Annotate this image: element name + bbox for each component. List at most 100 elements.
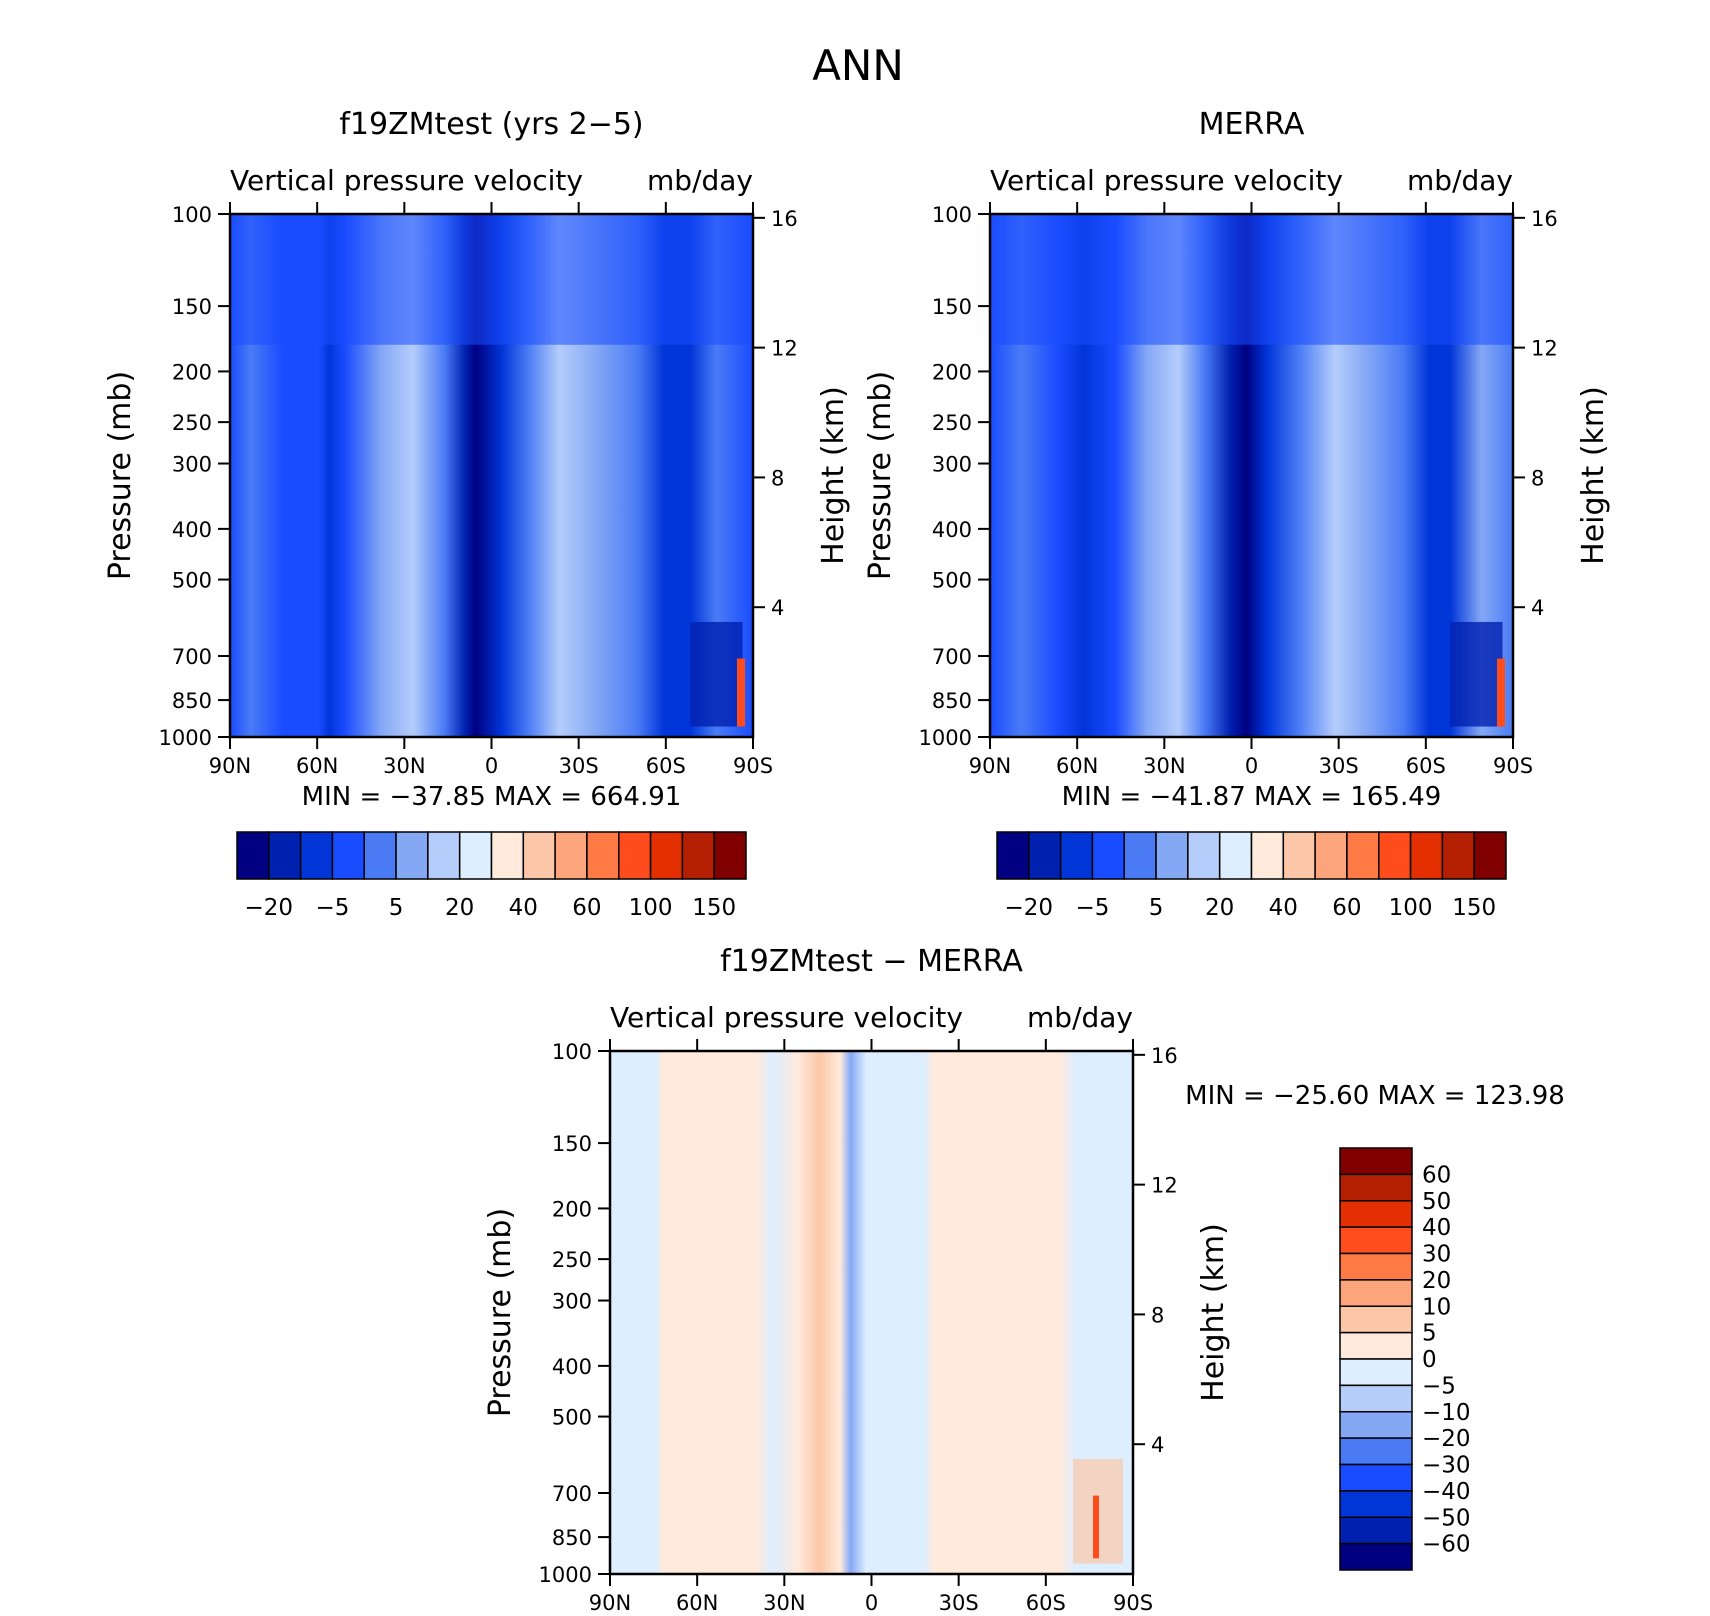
y-right-tick-label: 16 [771,207,798,231]
colorbar-label: −10 [1422,1400,1471,1426]
x-tick-label: 60S [1406,754,1446,778]
x-tick-label: 60S [1026,1591,1066,1615]
colorbar-label: 40 [509,895,538,921]
y-right-tick-label: 12 [1531,337,1558,361]
panel-title: f19ZMtest (yrs 2−5) [339,107,643,142]
colorbar-swatch [395,831,429,880]
panel-model: f19ZMtest (yrs 2−5) Vertical pressure vel… [103,107,851,921]
colorbar-swatch [1339,1279,1413,1307]
y-right-tick-label: 12 [771,337,798,361]
colorbar-label: 60 [1422,1162,1451,1188]
y-right-tick-label: 4 [1531,596,1544,620]
colorbar-label: −40 [1422,1479,1471,1505]
y-right-axis-label: Height (km) [816,386,851,565]
colorbar-swatch [618,831,652,880]
colorbar-swatch [1155,831,1189,880]
colorbar-label: −5 [1075,895,1109,921]
colorbar-swatch [1339,1252,1413,1281]
colorbar-swatch [490,831,525,880]
positive-max-feature [1497,658,1505,727]
y-tick-label: 300 [172,453,212,477]
colorbar-swatch [1339,1305,1413,1334]
x-tick-label: 90S [1493,754,1533,778]
colorbar-swatch [1339,1490,1413,1518]
panel-subtitle-left: Vertical pressure velocity [990,164,1343,197]
colorbar-label: 20 [445,895,474,921]
colorbar-label: 60 [1332,895,1361,921]
y-tick-label: 100 [932,203,972,227]
colorbar-swatch [331,831,365,880]
y-tick-label: 400 [552,1355,592,1379]
x-tick-label: 90S [733,754,773,778]
y-right-tick-label: 12 [1151,1174,1178,1198]
colorbar-label: 40 [1422,1215,1451,1241]
min-max-stats: MIN = −41.87 MAX = 165.49 [1062,782,1442,812]
y-tick-label: 200 [932,360,972,384]
colorbar-label: 60 [572,895,601,921]
colorbar-swatch [427,831,461,880]
y-axis-label: Pressure (mb) [863,371,898,580]
y-tick-label: 700 [932,645,972,669]
positive-max-feature [737,658,745,727]
y-right-tick-label: 8 [771,466,784,490]
y-axis-label: Pressure (mb) [103,371,138,580]
colorbar-swatch [681,831,715,880]
colorbar-label: −20 [1422,1426,1471,1452]
y-right-tick-label: 8 [1531,466,1544,490]
y-tick-label: 250 [172,411,212,435]
y-right-axis-label: Height (km) [1196,1223,1231,1402]
y-tick-label: 400 [932,518,972,542]
colorbar-swatch [1339,1463,1413,1492]
x-tick-label: 90N [589,1591,631,1615]
colorbar-swatch [649,831,684,880]
y-tick-label: 850 [552,1526,592,1550]
panel-subtitle-left: Vertical pressure velocity [610,1001,963,1034]
colorbar-label: 150 [1452,895,1496,921]
colorbar-swatch [1339,1200,1413,1228]
colorbar-swatch [996,831,1030,880]
colorbar-swatch [1314,831,1348,880]
panel-subtitle-right: mb/day [1407,164,1513,197]
polar-low-level-feature [690,621,743,727]
x-tick-label: 0 [1245,754,1258,778]
colorbar-label: 0 [1422,1347,1437,1373]
x-tick-label: 30N [1143,754,1185,778]
colorbar-swatch [1473,831,1507,880]
panel-difference: f19ZMtest − MERRA Vertical pressure veloc… [483,944,1565,1615]
colorbar-swatch [363,831,397,880]
colorbar-swatch [1250,831,1285,880]
colorbar-swatch [1339,1384,1413,1413]
colorbar-swatch [1339,1411,1413,1439]
y-tick-label: 200 [172,360,212,384]
colorbar-label: 10 [1422,1294,1451,1320]
colorbar-swatch [713,831,747,880]
colorbar-swatch [522,831,556,880]
y-tick-label: 1000 [159,726,212,750]
x-tick-label: 30S [1319,754,1359,778]
colorbar-label: 30 [1422,1242,1451,1268]
y-tick-label: 250 [552,1248,592,1272]
y-right-tick-label: 16 [1531,207,1558,231]
colorbar-swatch [1059,831,1094,880]
y-tick-label: 150 [552,1132,592,1156]
panel-title: MERRA [1199,107,1305,142]
panel-subtitle-left: Vertical pressure velocity [230,164,583,197]
y-right-tick-label: 4 [771,596,784,620]
y-tick-label: 300 [552,1290,592,1314]
y-tick-label: 200 [552,1197,592,1221]
upper-level-band [990,214,1513,345]
colorbar-swatch [1378,831,1412,880]
y-right-tick-label: 16 [1151,1044,1178,1068]
y-tick-label: 300 [932,453,972,477]
x-tick-label: 0 [865,1591,878,1615]
x-tick-label: 30S [939,1591,979,1615]
colorbar-swatch [1346,831,1380,880]
x-tick-label: 90N [209,754,251,778]
panel-subtitle-right: mb/day [647,164,753,197]
colorbar-label: 100 [1389,895,1433,921]
colorbar-label: −20 [245,895,294,921]
colorbar-swatch [458,831,493,880]
colorbar-label: 5 [389,895,404,921]
x-tick-label: 60N [296,754,338,778]
